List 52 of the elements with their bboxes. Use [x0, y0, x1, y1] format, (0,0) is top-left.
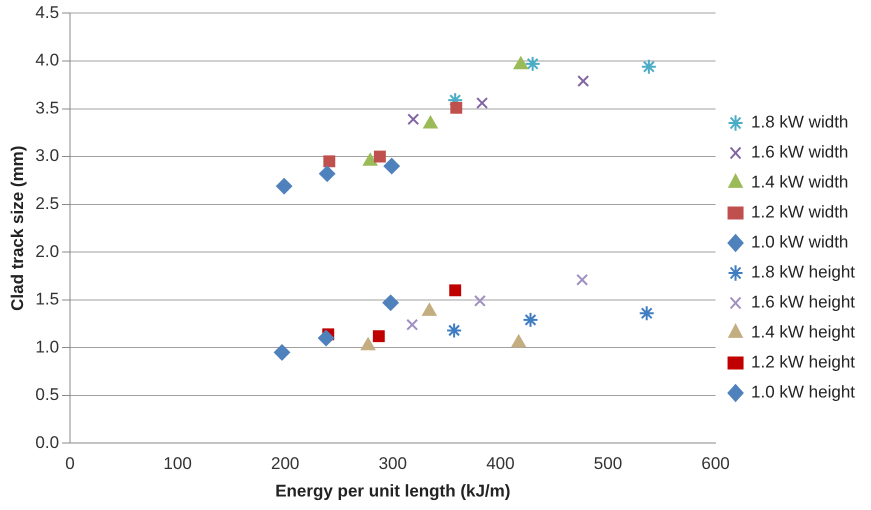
- point: [407, 113, 420, 126]
- point: [476, 97, 488, 109]
- point: [524, 56, 541, 72]
- point: [576, 274, 588, 286]
- y-tick-label: 1.5: [35, 290, 60, 309]
- y-tick-label: 3.0: [35, 146, 60, 166]
- point: [406, 318, 418, 331]
- point: [423, 116, 438, 129]
- point: [323, 155, 336, 168]
- y-tick-label: 3.5: [35, 98, 60, 118]
- legend-label: 1.8 kW height: [751, 262, 856, 282]
- y-tick-label: 2.0: [35, 242, 60, 261]
- y-tick-label: 4.0: [35, 50, 60, 70]
- point: [638, 305, 655, 322]
- point: [276, 178, 292, 194]
- x-tick-label: 200: [271, 454, 300, 474]
- y-tick-label: 0.0: [35, 432, 60, 452]
- y-tick-label: 2.5: [35, 194, 60, 213]
- point: [372, 330, 385, 342]
- point: [449, 284, 462, 296]
- point: [450, 102, 462, 114]
- legend-label: 1.4 kW height: [751, 322, 856, 342]
- legend-label: 1.6 kW height: [751, 292, 856, 312]
- y-tick-label: 1.0: [35, 337, 60, 356]
- legend-label: 1.0 kW width: [751, 232, 848, 252]
- x-tick-label: 300: [378, 454, 407, 474]
- x-tick-label: 100: [163, 454, 192, 474]
- x-tick-label: 400: [486, 454, 515, 474]
- point: [384, 158, 400, 174]
- point: [522, 312, 539, 328]
- y-axis-title: Clad track size (mm): [8, 146, 27, 311]
- legend-label: 1.4 kW width: [751, 172, 848, 192]
- x-tick-label: 0: [65, 454, 75, 474]
- point: [318, 330, 334, 346]
- legend-label: 1.0 kW height: [751, 382, 856, 402]
- x-axis-title: Energy per unit length (kJ/m): [275, 481, 510, 500]
- point: [474, 294, 486, 307]
- point: [319, 166, 336, 182]
- point: [382, 294, 399, 311]
- y-tick-label: 0.5: [35, 385, 60, 404]
- point: [446, 322, 462, 338]
- x-tick-label: 600: [701, 454, 730, 474]
- y-tick-label: 4.5: [35, 2, 60, 22]
- point: [640, 58, 657, 75]
- legend-label: 1.6 kW width: [751, 142, 848, 162]
- legend-label: 1.8 kW width: [751, 112, 848, 132]
- legend-label: 1.2 kW height: [751, 352, 856, 372]
- x-tick-label: 500: [594, 454, 622, 474]
- point: [577, 75, 590, 87]
- legend-label: 1.2 kW width: [751, 202, 848, 222]
- point: [374, 150, 386, 162]
- point: [274, 344, 290, 360]
